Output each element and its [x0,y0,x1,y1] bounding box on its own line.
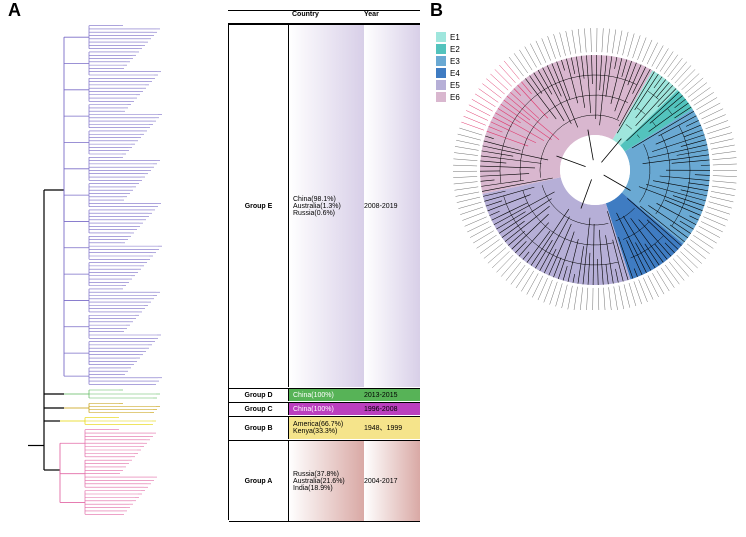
table-row: Group BAmerica(66.7%)Kenya(33.3%)1948、19… [229,416,420,439]
legend-item: E5 [436,80,460,90]
header-group [228,10,288,24]
legend-item: E6 [436,92,460,102]
phylo-tree-a [20,10,225,520]
legend-swatch [436,32,446,42]
cell-group: Group B [229,417,289,439]
legend-item: E3 [436,56,460,66]
legend-b: E1 E2 E3 E4 E5 E6 [436,32,460,104]
legend-label: E3 [450,57,460,66]
legend-swatch [436,44,446,54]
legend-swatch [436,92,446,102]
cell-group: Group C [229,403,289,415]
panel-a-table: Country Year Group EChina(98.1%)Australi… [228,10,420,520]
legend-swatch [436,68,446,78]
legend-label: E1 [450,33,460,42]
legend-item: E2 [436,44,460,54]
country-line: China(98.1%) [293,196,364,203]
country-line: Kenya(33.3%) [293,428,364,435]
cell-country: China(100%) [289,389,364,401]
figure-root: A B Country Year Group EChina(98.1%)Aust… [0,0,746,537]
country-line: Australia(21.6%) [293,478,364,485]
cell-year: 2013-2015 [364,389,420,401]
panel-a-tree [20,10,225,520]
legend-item: E1 [436,32,460,42]
country-line: Russia(0.6%) [293,210,364,217]
legend-item: E4 [436,68,460,78]
cell-group: Group A [229,441,289,521]
cell-year: 1948、1999 [364,417,420,439]
table-header: Country Year [228,10,420,24]
legend-label: E5 [450,81,460,90]
country-line: Russia(37.8%) [293,471,364,478]
country-line: China(100%) [293,392,364,399]
cell-country: China(100%) [289,403,364,415]
table-row: Group EChina(98.1%)Australia(1.3%)Russia… [229,24,420,387]
cell-country: America(66.7%)Kenya(33.3%) [289,417,364,439]
header-year: Year [364,10,420,24]
cell-country: Russia(37.8%)Australia(21.6%)India(18.9%… [289,441,364,521]
country-line: America(66.7%) [293,421,364,428]
cell-year: 2004-2017 [364,441,420,521]
panel-b: E1 E2 E3 E4 E5 E6 [430,10,740,310]
cell-year: 1996-2008 [364,403,420,415]
legend-label: E6 [450,93,460,102]
cell-group: Group E [229,25,289,387]
legend-swatch [436,56,446,66]
country-line: India(18.9%) [293,485,364,492]
table-row: Group C China(100%)1996-2008 [229,402,420,415]
table-row: Group ARussia(37.8%)Australia(21.6%)Indi… [229,440,420,522]
country-line: Australia(1.3%) [293,203,364,210]
legend-label: E4 [450,69,460,78]
legend-swatch [436,80,446,90]
header-country: Country [288,10,364,24]
cell-year: 2008-2019 [364,25,420,387]
table-row: Group D China(100%)2013-2015 [229,388,420,401]
country-line: China(100%) [293,406,364,413]
circular-tree-b [430,10,740,310]
legend-label: E2 [450,45,460,54]
cell-group: Group D [229,389,289,401]
cell-country: China(98.1%)Australia(1.3%)Russia(0.6%) [289,25,364,387]
